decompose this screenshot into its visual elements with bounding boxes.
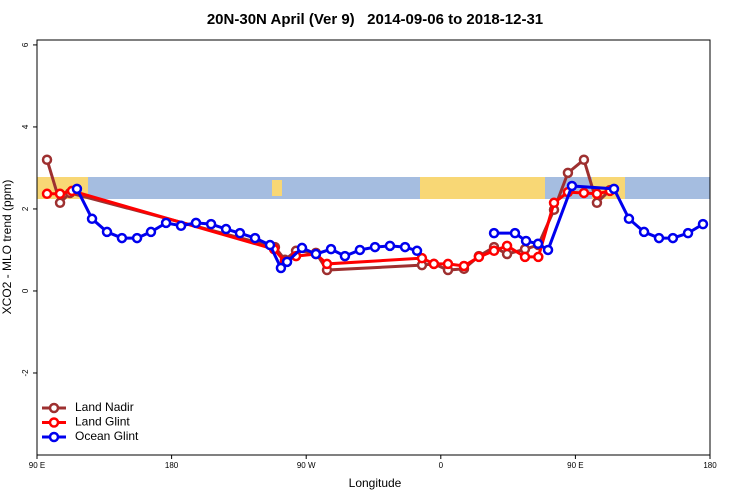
legend-label: Land Glint bbox=[75, 415, 130, 429]
point bbox=[175, 220, 187, 232]
point bbox=[501, 240, 513, 252]
x-tick-label: 90 E bbox=[29, 461, 45, 470]
x-axis-label: Longitude bbox=[349, 476, 402, 490]
x-tick-label: 90 E bbox=[567, 461, 583, 470]
point bbox=[488, 245, 500, 257]
point bbox=[520, 235, 532, 247]
point bbox=[566, 180, 578, 192]
point bbox=[411, 245, 423, 257]
series-line bbox=[47, 189, 611, 268]
point bbox=[458, 260, 470, 272]
series-line bbox=[45, 157, 611, 272]
point bbox=[264, 239, 276, 251]
point bbox=[591, 188, 603, 200]
point bbox=[488, 227, 500, 239]
point bbox=[321, 258, 333, 270]
y-tick-label: 2 bbox=[21, 206, 30, 211]
point bbox=[428, 258, 440, 270]
point bbox=[501, 248, 513, 260]
map-land bbox=[420, 177, 545, 199]
x-tick-label: 90 W bbox=[297, 461, 316, 470]
legend-label: Ocean Glint bbox=[75, 429, 139, 443]
point bbox=[608, 183, 620, 195]
point bbox=[473, 251, 485, 263]
x-tick-label: 180 bbox=[165, 461, 179, 470]
chart-title: 20N-30N April (Ver 9) 2014-09-06 to 2018… bbox=[207, 11, 543, 28]
point bbox=[442, 258, 454, 270]
point bbox=[275, 262, 287, 274]
point bbox=[682, 227, 694, 239]
legend-label: Land Nadir bbox=[75, 400, 134, 414]
point bbox=[638, 226, 650, 238]
point bbox=[697, 218, 709, 230]
point bbox=[578, 154, 590, 165]
series-line bbox=[75, 188, 418, 271]
point bbox=[369, 241, 381, 253]
point bbox=[131, 232, 143, 244]
point bbox=[41, 188, 53, 200]
y-tick-label: 6 bbox=[21, 42, 30, 47]
x-tick-label: 180 bbox=[703, 461, 717, 470]
point bbox=[101, 226, 113, 238]
point bbox=[591, 197, 603, 209]
point bbox=[384, 240, 396, 252]
point bbox=[281, 256, 293, 268]
map-land bbox=[272, 180, 282, 196]
point bbox=[533, 251, 544, 263]
y-tick-label: -2 bbox=[21, 369, 30, 377]
point bbox=[116, 232, 128, 244]
point bbox=[519, 251, 531, 263]
point bbox=[667, 232, 679, 244]
y-tick-label: 4 bbox=[21, 124, 30, 129]
point bbox=[71, 183, 83, 195]
point bbox=[509, 227, 521, 239]
point bbox=[416, 252, 428, 264]
point bbox=[160, 217, 172, 229]
y-tick-label: 0 bbox=[21, 288, 30, 293]
point bbox=[399, 241, 411, 253]
point bbox=[623, 213, 635, 225]
point bbox=[234, 227, 246, 239]
legend-marker bbox=[48, 402, 60, 414]
point bbox=[296, 242, 308, 254]
point bbox=[145, 226, 157, 238]
point bbox=[354, 244, 366, 256]
x-tick-label: 0 bbox=[439, 461, 444, 470]
plot-frame bbox=[36, 39, 711, 456]
legend-marker bbox=[48, 417, 60, 428]
point bbox=[86, 213, 98, 225]
point bbox=[190, 217, 202, 229]
point bbox=[249, 232, 261, 244]
point bbox=[54, 188, 66, 200]
point bbox=[310, 248, 322, 260]
point bbox=[41, 154, 53, 165]
point bbox=[54, 197, 66, 209]
point bbox=[653, 232, 665, 244]
point bbox=[542, 244, 554, 256]
point bbox=[339, 250, 351, 262]
point bbox=[220, 223, 232, 235]
point bbox=[532, 238, 544, 250]
point bbox=[205, 218, 217, 230]
legend-marker bbox=[48, 431, 60, 443]
point bbox=[325, 243, 337, 255]
point bbox=[562, 167, 574, 179]
point bbox=[578, 187, 590, 199]
point bbox=[548, 197, 560, 209]
y-axis-label: XCO2 - MLO trend (ppm) bbox=[0, 180, 14, 315]
